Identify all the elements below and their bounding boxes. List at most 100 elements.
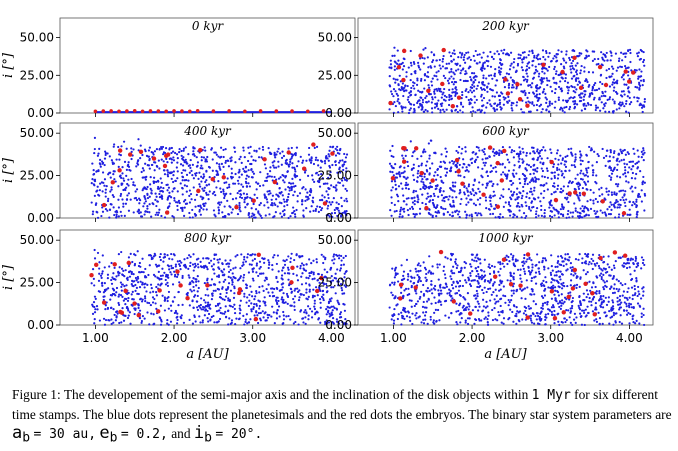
planetesimal-point bbox=[226, 287, 229, 290]
planetesimal-point bbox=[540, 204, 543, 208]
planetesimal-point bbox=[240, 196, 244, 200]
planetesimal-point bbox=[424, 203, 427, 206]
planetesimal-point bbox=[560, 162, 563, 165]
planetesimal-point bbox=[442, 91, 445, 94]
planetesimal-point bbox=[504, 201, 507, 204]
planetesimal-point bbox=[259, 311, 262, 315]
planetesimal-point bbox=[489, 170, 492, 174]
planetesimal-point bbox=[287, 165, 291, 168]
planetesimal-point bbox=[421, 305, 425, 308]
planetesimal-point bbox=[239, 155, 242, 159]
planetesimal-point bbox=[122, 205, 125, 208]
planetesimal-point bbox=[499, 304, 502, 308]
embryo-point bbox=[319, 275, 324, 281]
planetesimal-point bbox=[246, 256, 249, 259]
planetesimal-point bbox=[534, 212, 538, 216]
planetesimal-point bbox=[337, 209, 340, 212]
planetesimal-point bbox=[412, 178, 416, 181]
planetesimal-point bbox=[405, 183, 408, 187]
planetesimal-point bbox=[258, 260, 262, 263]
planetesimal-point bbox=[482, 305, 486, 308]
planetesimal-point bbox=[503, 48, 506, 51]
planetesimal-point bbox=[510, 86, 514, 89]
planetesimal-point bbox=[227, 285, 230, 289]
planetesimal-point bbox=[234, 161, 237, 164]
planetesimal-point bbox=[604, 213, 607, 216]
planetesimal-point bbox=[564, 169, 567, 173]
planetesimal-point bbox=[282, 314, 285, 317]
planetesimal-point bbox=[337, 303, 341, 306]
planetesimal-point bbox=[112, 145, 115, 148]
planetesimal-point bbox=[212, 314, 215, 318]
planetesimal-point bbox=[412, 84, 415, 87]
planetesimal-point bbox=[579, 207, 582, 210]
planetesimal-point bbox=[173, 151, 177, 155]
planetesimal-point bbox=[182, 169, 185, 172]
planetesimal-point bbox=[475, 192, 478, 195]
embryo-point bbox=[93, 109, 98, 114]
planetesimal-point bbox=[513, 57, 516, 61]
planetesimal-point bbox=[553, 185, 556, 188]
planetesimal-point bbox=[498, 283, 501, 286]
planetesimal-point bbox=[345, 214, 348, 217]
planetesimal-point bbox=[531, 82, 534, 85]
planetesimal-point bbox=[507, 188, 511, 191]
planetesimal-point bbox=[479, 212, 482, 215]
planetesimal-point bbox=[170, 264, 173, 267]
planetesimal-point bbox=[166, 161, 169, 164]
planetesimal-point bbox=[586, 293, 590, 296]
planetesimal-point bbox=[220, 190, 223, 194]
planetesimal-point bbox=[119, 174, 122, 177]
planetesimal-point bbox=[628, 302, 631, 305]
planetesimal-point bbox=[480, 56, 483, 59]
planetesimal-point bbox=[270, 175, 273, 178]
planetesimal-point bbox=[603, 197, 606, 200]
planetesimal-point bbox=[342, 263, 345, 266]
y-tick-label: 25.00 bbox=[20, 169, 54, 183]
planetesimal-point bbox=[441, 102, 444, 105]
planetesimal-point bbox=[294, 176, 297, 179]
planetesimal-point bbox=[541, 175, 544, 178]
planetesimal-point bbox=[454, 170, 457, 174]
planetesimal-point bbox=[591, 174, 595, 177]
planetesimal-point bbox=[314, 207, 318, 211]
planetesimal-point bbox=[402, 94, 405, 98]
planetesimal-point bbox=[155, 294, 158, 297]
planetesimal-point bbox=[151, 290, 155, 293]
planetesimal-point bbox=[421, 177, 424, 181]
planetesimal-point bbox=[258, 184, 262, 188]
planetesimal-point bbox=[117, 301, 120, 305]
planetesimal-point bbox=[389, 170, 392, 173]
planetesimal-point bbox=[100, 214, 103, 218]
planetesimal-point bbox=[529, 152, 532, 155]
planetesimal-point bbox=[93, 257, 97, 260]
planetesimal-point bbox=[612, 109, 615, 113]
planetesimal-point bbox=[136, 160, 139, 163]
planetesimal-point bbox=[541, 304, 544, 307]
planetesimal-point bbox=[342, 163, 346, 166]
planetesimal-point bbox=[213, 257, 216, 261]
planetesimal-point bbox=[257, 156, 261, 159]
planetesimal-point bbox=[395, 176, 399, 179]
planetesimal-point bbox=[136, 292, 139, 295]
planetesimal-point bbox=[536, 158, 539, 162]
planetesimal-point bbox=[336, 280, 339, 283]
planetesimal-point bbox=[553, 174, 556, 178]
planetesimal-point bbox=[485, 182, 489, 185]
panel-title: 400 kyr bbox=[183, 124, 232, 138]
planetesimal-point bbox=[256, 321, 260, 325]
planetesimal-point bbox=[550, 210, 554, 213]
planetesimal-point bbox=[307, 305, 310, 308]
planetesimal-point bbox=[493, 109, 496, 113]
planetesimal-point bbox=[110, 186, 113, 189]
planetesimal-point bbox=[295, 208, 298, 212]
planetesimal-point bbox=[452, 162, 455, 165]
embryo-point bbox=[172, 109, 176, 113]
planetesimal-point bbox=[618, 320, 621, 324]
planetesimal-point bbox=[242, 261, 245, 264]
planetesimal-point bbox=[197, 304, 201, 308]
planetesimal-point bbox=[101, 162, 104, 165]
planetesimal-point bbox=[332, 185, 335, 189]
planetesimal-point bbox=[287, 278, 290, 281]
planetesimal-point bbox=[252, 202, 255, 206]
